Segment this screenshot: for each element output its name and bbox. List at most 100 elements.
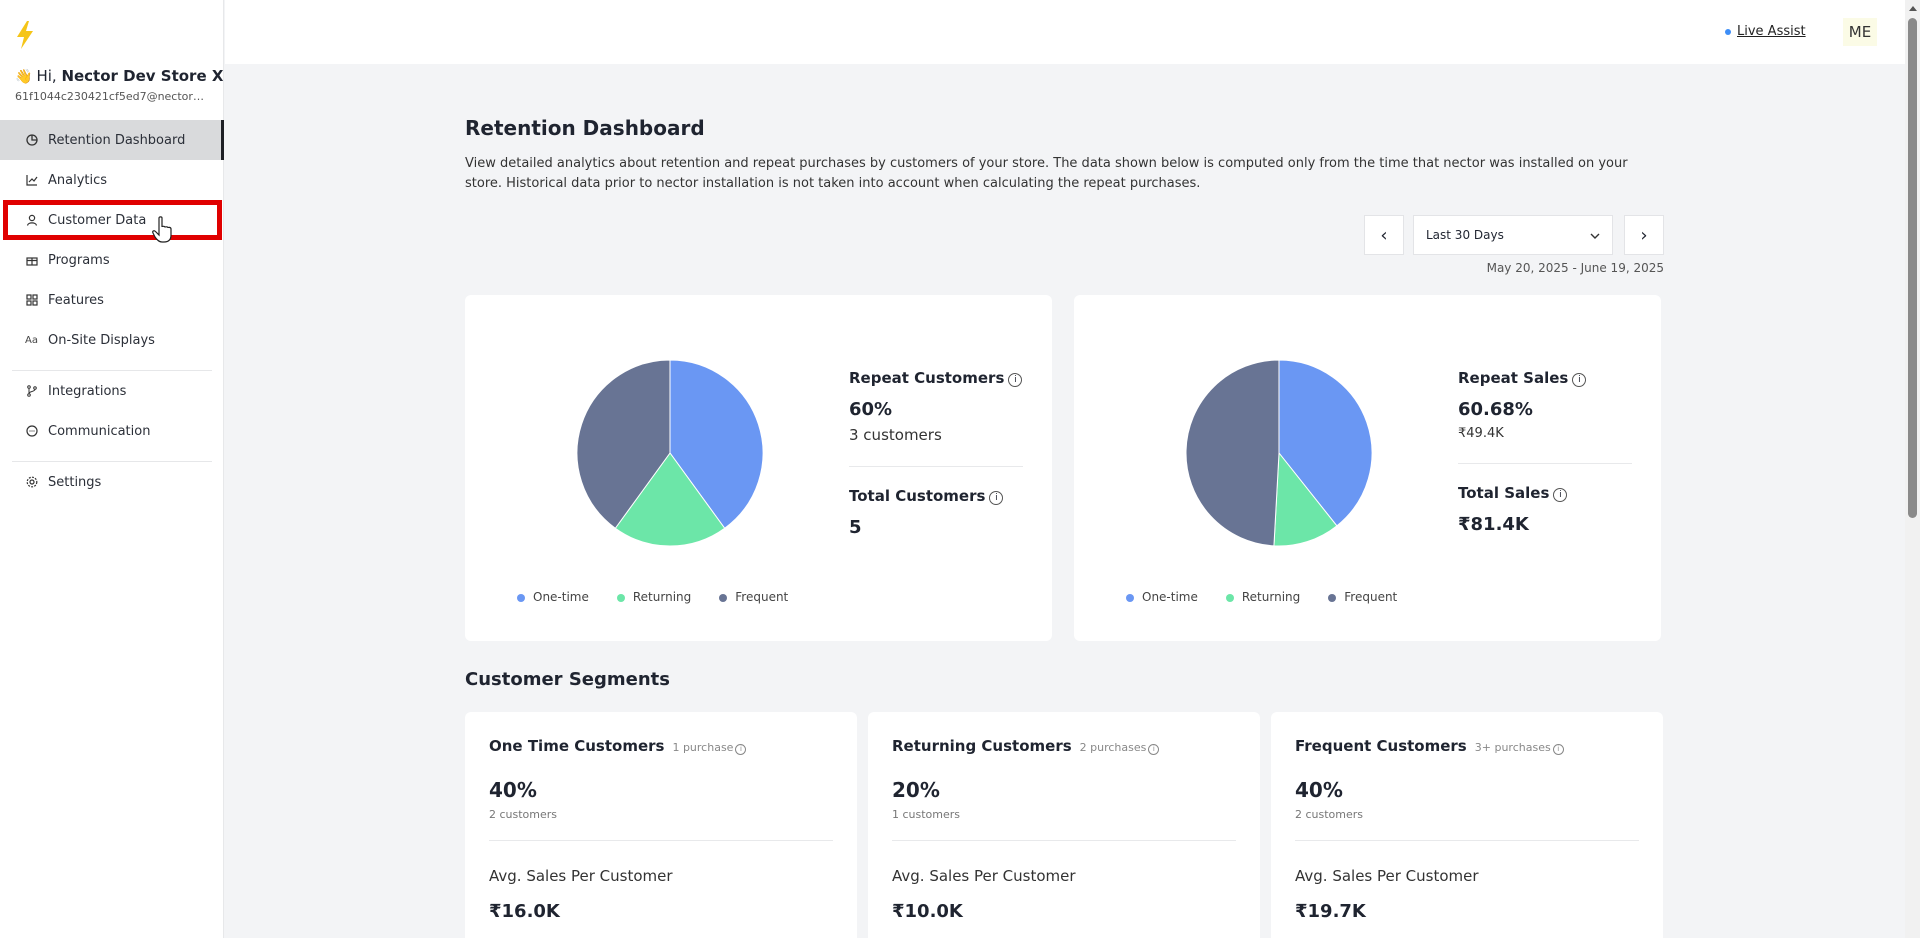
sidebar-item-customer-data[interactable]: Customer Data [3, 200, 222, 240]
segment-avg-label: Avg. Sales Per Customer [892, 867, 1076, 885]
sidebar-nav: Retention Dashboard Analytics Customer D… [0, 120, 224, 502]
pie-slice-returning[interactable] [1273, 451, 1338, 547]
sidebar-item-retention-dashboard[interactable]: Retention Dashboard [0, 120, 224, 160]
sidebar-item-analytics[interactable]: Analytics [0, 160, 224, 200]
chevron-down-icon [1590, 228, 1600, 242]
sidebar-item-communication[interactable]: Communication [0, 411, 224, 451]
legend-item-frequent: Frequent [719, 590, 788, 604]
pie-slice-one-time[interactable] [669, 359, 764, 529]
info-icon[interactable]: i [1008, 373, 1023, 387]
segment-card-one-time: One Time Customers 1 purchase i 40% 2 cust… [465, 712, 857, 938]
git-branch-icon [25, 385, 38, 398]
divider [1295, 840, 1639, 841]
legend-dot [517, 593, 525, 602]
repeat-sales-value: 60.68% [1458, 399, 1533, 420]
legend-dot [616, 593, 625, 602]
divider [489, 840, 833, 841]
text-icon: Aa [25, 334, 38, 346]
legend-item-one-time: One-time [1126, 590, 1198, 604]
user-icon [25, 214, 38, 227]
sidebar-item-programs[interactable]: Programs [0, 240, 224, 280]
chevron-right-icon: › [1640, 224, 1648, 246]
legend-item-one-time: One-time [517, 590, 589, 604]
sidebar-item-features[interactable]: Features [0, 280, 224, 320]
waving-hand-icon: 👋 [15, 69, 33, 85]
page-title: Retention Dashboard [465, 116, 705, 140]
info-icon[interactable]: i [1148, 744, 1160, 755]
total-customers-value: 5 [849, 517, 862, 538]
segment-count: 2 customers [1295, 808, 1364, 821]
segment-count: 2 customers [489, 808, 558, 821]
nav-divider [12, 370, 212, 371]
sidebar-item-integrations[interactable]: Integrations [0, 371, 224, 411]
live-assist-link[interactable]: Live Assist [1725, 24, 1806, 39]
sidebar-item-label: Communication [48, 423, 151, 439]
segment-name: Frequent Customers 3+ purchases i [1295, 737, 1639, 755]
info-icon[interactable]: i [989, 491, 1004, 505]
lightning-logo-icon[interactable] [14, 20, 36, 50]
pie-slice-frequent[interactable] [576, 359, 671, 529]
gift-icon [25, 254, 38, 267]
top-bar [225, 0, 1905, 64]
sidebar-item-label: Analytics [48, 172, 108, 188]
date-range-text: May 20, 2025 - June 19, 2025 [1486, 261, 1664, 275]
sidebar: 👋 Hi, Nector Dev Store X 61f1044c230421cf… [0, 0, 224, 938]
divider [892, 840, 1236, 841]
pie-slice-frequent[interactable] [1185, 359, 1280, 547]
store-name: Nector Dev Store X [61, 67, 224, 85]
repeat-customers-value: 60% [849, 399, 893, 420]
repeat-sales-amount: ₹49.4K [1458, 426, 1504, 441]
sidebar-item-settings[interactable]: Settings [0, 462, 224, 502]
legend-item-returning: Returning [1225, 590, 1300, 604]
info-icon[interactable]: i [735, 744, 747, 755]
segment-percentage: 40% [1295, 778, 1343, 802]
chart-legend: One-time Returning Frequent [1126, 590, 1397, 604]
pie-slice-one-time[interactable] [1278, 359, 1373, 527]
legend-dot [1225, 593, 1234, 602]
legend-dot [1328, 593, 1337, 602]
gear-icon [25, 476, 38, 489]
segment-card-frequent: Frequent Customers 3+ purchases i 40% 2 cu… [1271, 712, 1663, 938]
segment-avg-value: ₹16.0K [489, 901, 560, 922]
info-icon[interactable]: i [1553, 488, 1568, 502]
sales-pie-chart [1185, 359, 1373, 547]
scrollbar-thumb[interactable] [1908, 18, 1917, 518]
sidebar-item-label: On-Site Displays [48, 332, 155, 348]
scroll-up-icon[interactable] [1909, 6, 1917, 11]
segment-card-returning: Returning Customers 2 purchases i 20% 1 cu… [868, 712, 1260, 938]
total-sales-label: Total Sales i [1458, 484, 1632, 502]
greeting: 👋 Hi, Nector Dev Store X [15, 67, 224, 85]
segment-avg-label: Avg. Sales Per Customer [489, 867, 673, 885]
segment-name: Returning Customers 2 purchases i [892, 737, 1236, 755]
avatar[interactable]: ME [1843, 18, 1877, 46]
segment-percentage: 20% [892, 778, 940, 802]
segment-avg-label: Avg. Sales Per Customer [1295, 867, 1479, 885]
legend-item-frequent: Frequent [1328, 590, 1397, 604]
sidebar-item-label: Integrations [48, 383, 127, 399]
pie-slice-returning[interactable] [614, 452, 726, 547]
customers-pie-chart [576, 359, 764, 547]
previous-period-button[interactable]: ‹ [1364, 215, 1404, 255]
date-range-select[interactable]: Last 30 Days [1413, 215, 1613, 255]
line-chart-icon [25, 174, 38, 187]
segments-title: Customer Segments [465, 669, 670, 690]
legend-dot [719, 593, 728, 602]
info-icon[interactable]: i [1552, 744, 1564, 755]
segment-avg-value: ₹19.7K [1295, 901, 1366, 922]
scrollbar[interactable] [1905, 0, 1920, 938]
info-icon[interactable]: i [1572, 373, 1587, 387]
chevron-left-icon: ‹ [1380, 224, 1388, 246]
nav-divider [12, 461, 212, 462]
sidebar-item-label: Customer Data [48, 212, 147, 228]
divider [849, 466, 1023, 467]
segment-purchases: 2 purchases i [1080, 741, 1160, 755]
segment-avg-value: ₹10.0K [892, 901, 963, 922]
hand-cursor-icon [152, 216, 172, 243]
total-customers-label: Total Customers i [849, 487, 1023, 505]
legend-item-returning: Returning [616, 590, 691, 604]
sidebar-item-on-site-displays[interactable]: Aa On-Site Displays [0, 320, 224, 360]
repeat-sales-label: Repeat Sales i [1458, 369, 1632, 387]
segment-percentage: 40% [489, 778, 537, 802]
status-dot-icon [1725, 28, 1731, 35]
next-period-button[interactable]: › [1624, 215, 1664, 255]
